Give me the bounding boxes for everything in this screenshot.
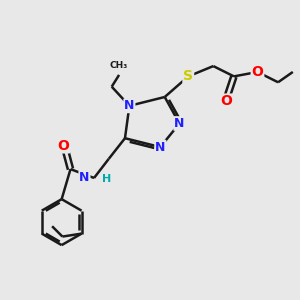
Text: N: N [124, 99, 135, 112]
Text: N: N [174, 117, 184, 130]
Text: S: S [183, 69, 193, 83]
Text: O: O [57, 139, 69, 153]
Text: H: H [102, 174, 112, 184]
Text: N: N [155, 141, 166, 154]
Text: N: N [79, 172, 90, 184]
Text: CH₃: CH₃ [110, 61, 128, 70]
Text: O: O [251, 65, 263, 79]
Text: O: O [220, 94, 232, 108]
